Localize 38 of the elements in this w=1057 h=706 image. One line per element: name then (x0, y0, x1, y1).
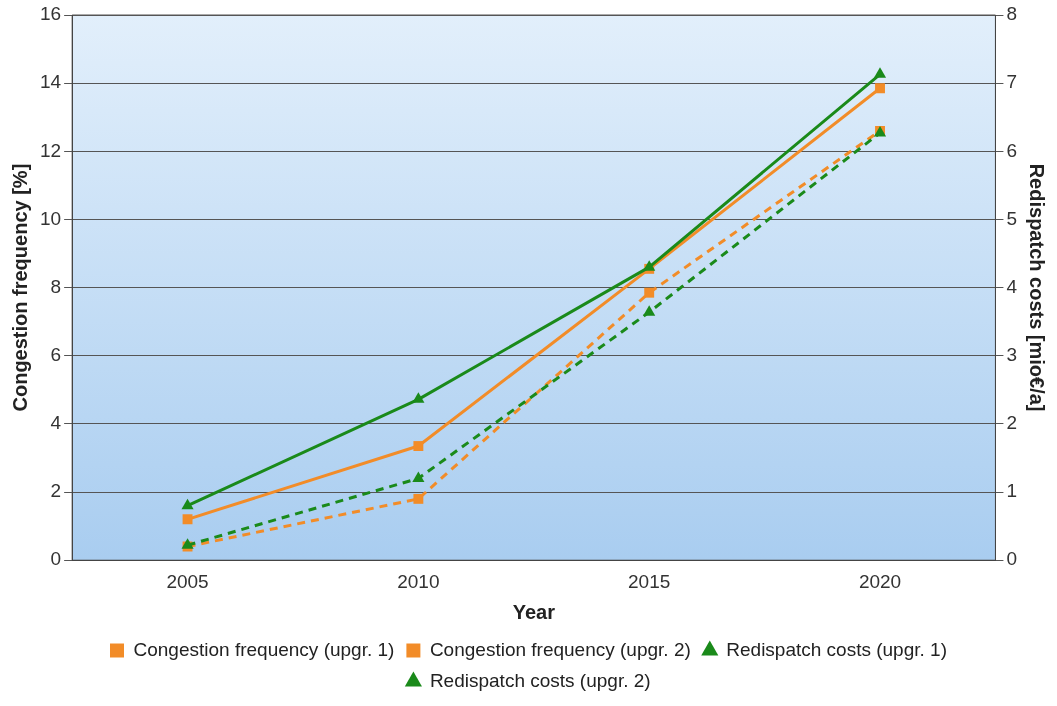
y-axis-title: Congestion frequency [%] (8, 163, 31, 412)
point (181, 498, 194, 510)
point (873, 67, 887, 78)
y2-tick-label: 0 (1006, 548, 1018, 570)
point (413, 441, 424, 451)
x-tick-label: 2010 (397, 570, 440, 592)
y2-axis-title: Redispatch costs [mio€/a] (1026, 163, 1049, 412)
x-tick-label: 2015 (628, 570, 671, 592)
y2-tick-label: 4 (1006, 275, 1018, 297)
y2-tick-label: 7 (1006, 71, 1018, 93)
y-tick-label: 14 (39, 71, 62, 93)
y2-tick-label: 3 (1006, 343, 1018, 365)
point (413, 493, 424, 504)
x-tick-label: 2005 (166, 570, 209, 592)
point (643, 305, 656, 316)
y2-tick-label: 5 (1006, 207, 1018, 229)
point (875, 83, 885, 94)
y-tick-label: 0 (50, 548, 62, 570)
y-tick-label: 10 (39, 207, 62, 229)
point (182, 514, 193, 525)
y-tick-label: 16 (39, 3, 62, 25)
y-tick-label: 6 (50, 343, 62, 365)
x-axis-title: Year (512, 600, 556, 623)
point (644, 287, 655, 298)
point (412, 471, 425, 482)
y2-tick-label: 2 (1006, 412, 1018, 434)
legend-label: Redispatch costs (upgr. 1) (726, 638, 947, 660)
y-tick-label: 4 (50, 412, 62, 434)
y-tick-label: 8 (50, 275, 62, 297)
legend-label: Congestion frequency (upgr. 1) (133, 638, 395, 660)
y-tick-label: 2 (50, 480, 62, 502)
y-tick-label: 12 (39, 139, 62, 161)
legend-label: Redispatch costs (upgr. 2) (429, 669, 651, 691)
legend-label: Congestion frequency (upgr. 2) (429, 638, 691, 660)
y2-tick-label: 6 (1006, 139, 1018, 161)
y2-tick-label: 1 (1006, 480, 1018, 502)
x-tick-label: 2020 (858, 570, 902, 592)
y2-tick-label: 8 (1006, 3, 1018, 25)
